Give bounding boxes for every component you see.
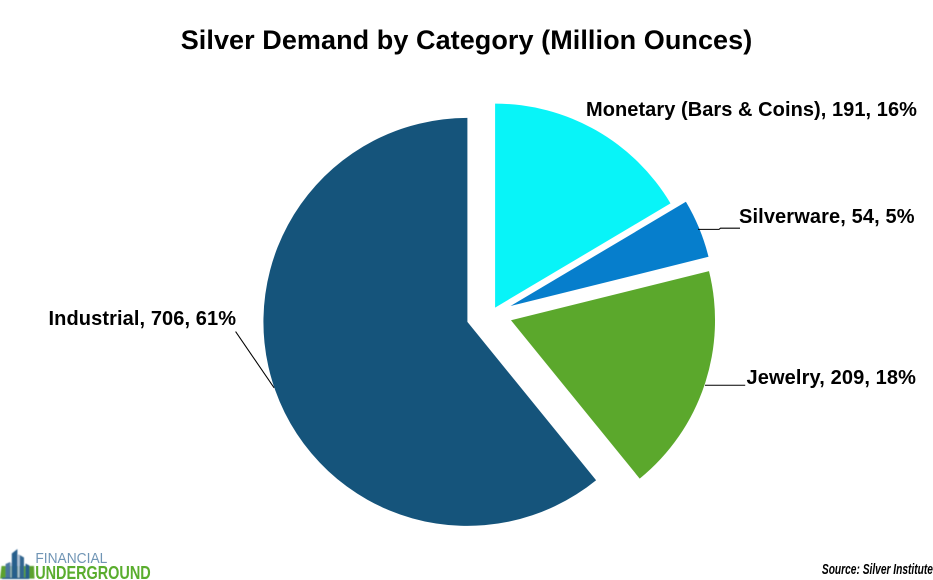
svg-text:UNDERGROUND: UNDERGROUND [35, 563, 151, 580]
svg-text:FINANCIAL: FINANCIAL [35, 550, 107, 567]
